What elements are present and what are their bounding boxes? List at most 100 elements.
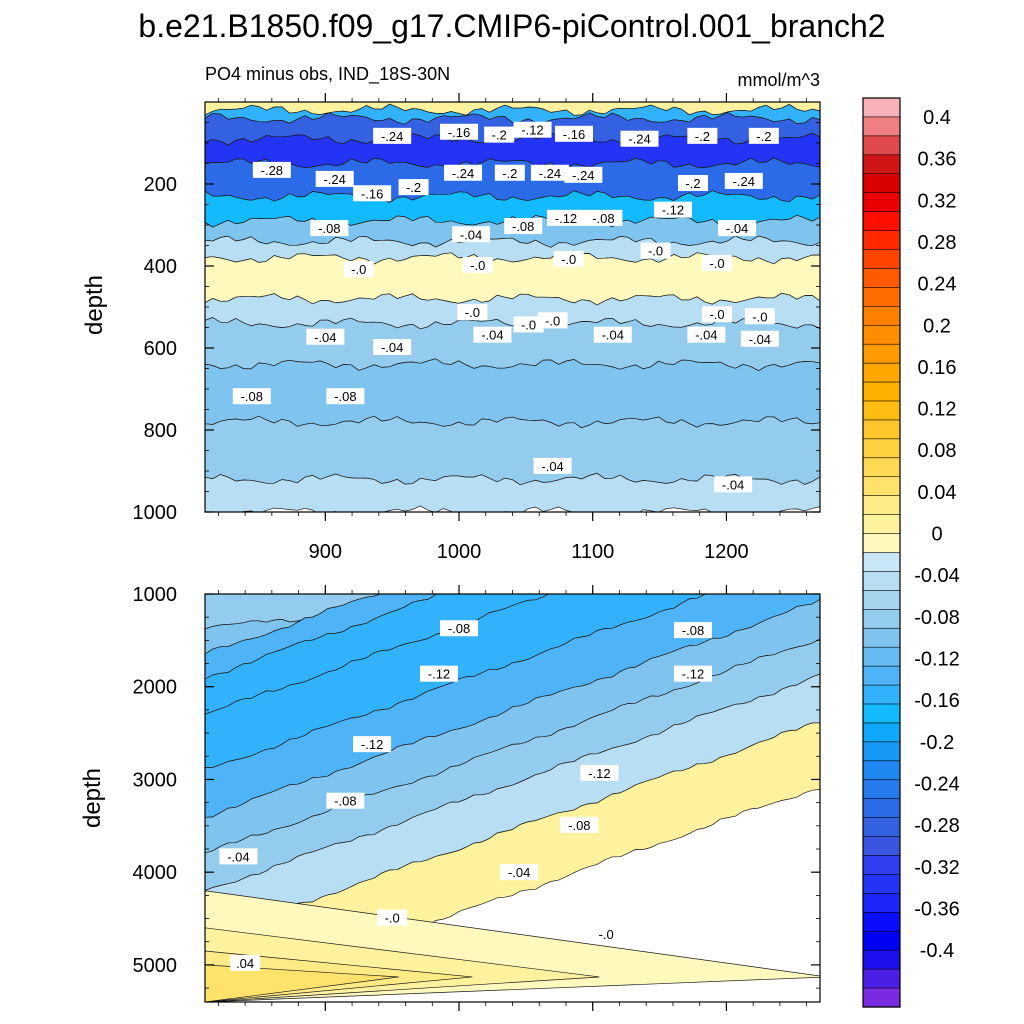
contour-label: -.0 (709, 256, 724, 271)
contour-label-box (326, 792, 365, 809)
contour-label: -.2 (502, 166, 517, 181)
colorbar-swatch (862, 684, 901, 705)
contour-label: -.04 (481, 328, 503, 343)
contour-label: -.2 (406, 180, 421, 195)
units-label: mmol/m^3 (738, 70, 820, 90)
colorbar-swatch (862, 211, 901, 232)
contour-label-box (687, 326, 726, 343)
colorbar-swatch (862, 400, 901, 421)
contour-label: -.12 (682, 667, 704, 682)
colorbar-label: -0.36 (914, 899, 960, 921)
contour-label: -.04 (695, 328, 717, 343)
colorbar-label: 0.12 (918, 399, 957, 421)
contour-label-box (306, 328, 345, 345)
colorbar-swatch (862, 665, 901, 686)
contour-label-box (373, 127, 412, 144)
colorbar-swatch (862, 741, 901, 762)
contour-label-box (513, 316, 544, 333)
x-tick-label: 1200 (704, 541, 749, 563)
contour-label-box (591, 926, 622, 943)
colorbar-label: -0.32 (914, 857, 960, 879)
colorbar-swatch (862, 476, 901, 497)
contour-label: -.0 (599, 927, 614, 942)
contour-label-box (504, 218, 543, 235)
colorbar-swatch (862, 116, 901, 137)
contour-label: -.08 (318, 221, 340, 236)
contour-label: -.08 (512, 219, 534, 234)
contour-label: -.12 (428, 667, 450, 682)
contour-label-box (353, 736, 392, 753)
contour-label-box (457, 304, 488, 321)
contour-label-box (530, 164, 569, 181)
chart-title: b.e21.B1850.f09_g17.CMIP6-piControl.001_… (138, 8, 885, 44)
colorbar-label: 0.2 (923, 315, 951, 337)
contour-label-box (440, 620, 479, 637)
contour-label-box (640, 242, 671, 259)
colorbar-swatch (862, 722, 901, 743)
colorbar-swatch (862, 930, 901, 951)
colorbar-swatch (862, 912, 901, 932)
colorbar-label: 0.04 (918, 482, 957, 504)
colorbar-label: 0 (931, 524, 942, 546)
contour-label: -.08 (241, 389, 263, 404)
colorbar-swatch (862, 306, 901, 326)
y-tick-label: 200 (144, 174, 177, 196)
upper-panel: -.16 -.12 -.16 -.2 -.2 -.2 -.24 -.24 -.28 -.24 -.1… (133, 93, 821, 563)
colorbar-label: -0.2 (920, 732, 954, 754)
contour-label: -.04 (541, 459, 563, 474)
upper-ylabel: depth (81, 275, 108, 335)
y-tick-label: 4000 (133, 862, 178, 884)
colorbar-swatch (862, 571, 901, 591)
colorbar-swatch (862, 230, 901, 251)
contour-label: -.0 (545, 313, 560, 328)
contour-label-box (718, 220, 757, 237)
colorbar-label: -0.16 (914, 690, 960, 712)
colorbar-label: 0.32 (918, 190, 957, 212)
contour-label: -.0 (385, 911, 400, 926)
contour-label-box (537, 312, 568, 329)
contour-label: -.04 (722, 477, 744, 492)
colorbar-swatch (862, 893, 901, 913)
colorbar-swatch (862, 249, 901, 270)
contour-label-box (373, 339, 412, 355)
colorbar-swatch (862, 154, 901, 175)
colorbar-frame (862, 97, 901, 1008)
colorbar-swatch (862, 287, 901, 307)
colorbar-swatch (862, 798, 901, 819)
contour-label-box (473, 326, 512, 343)
contour-label: -.24 (323, 172, 345, 187)
contour-label: -.04 (314, 330, 336, 345)
contour-field: -.08 -.08 -.12 -.12 -.12 -.12 -.08 -.08 -.04 -.04… (205, 594, 820, 1002)
contour-band (205, 415, 820, 486)
contour-label-box (484, 126, 515, 143)
y-tick-label: 1000 (133, 584, 178, 606)
contour-label: -.0 (561, 252, 576, 267)
contour-label-box (673, 622, 712, 639)
contour-label: -.16 (563, 127, 585, 142)
colorbar-label: -0.12 (914, 649, 960, 671)
colorbar-swatch (862, 135, 901, 156)
contour-band (205, 472, 820, 512)
panel-subtitle: PO4 minus obs, IND_18S-30N (205, 64, 450, 85)
colorbar-swatch (862, 968, 901, 989)
colorbar-swatch (862, 533, 901, 554)
contour-label-box (326, 388, 365, 405)
colorbar-label: -0.4 (920, 940, 954, 962)
y-tick-label: 600 (144, 338, 177, 360)
lower-panel: -.08 -.08-.12 -.12-.12-.12-.08-.08-.04-.04… (133, 584, 821, 1011)
contour-label: -.12 (361, 737, 383, 752)
lower-ylabel: depth (79, 768, 106, 828)
contour-label-box (620, 130, 659, 147)
contour-label-box (494, 164, 525, 181)
colorbar-swatch (862, 703, 901, 724)
contour-label: -.08 (682, 623, 704, 638)
contour-label: -.0 (521, 317, 536, 332)
contour-label: -.04 (602, 328, 624, 343)
colorbar-swatch (862, 457, 901, 478)
contour-label: -.24 (381, 129, 403, 144)
contour-label-box (353, 185, 392, 202)
contour-label-box (546, 209, 585, 226)
colorbar-label: 0.08 (918, 440, 957, 462)
contour-label: -.0 (465, 305, 480, 320)
